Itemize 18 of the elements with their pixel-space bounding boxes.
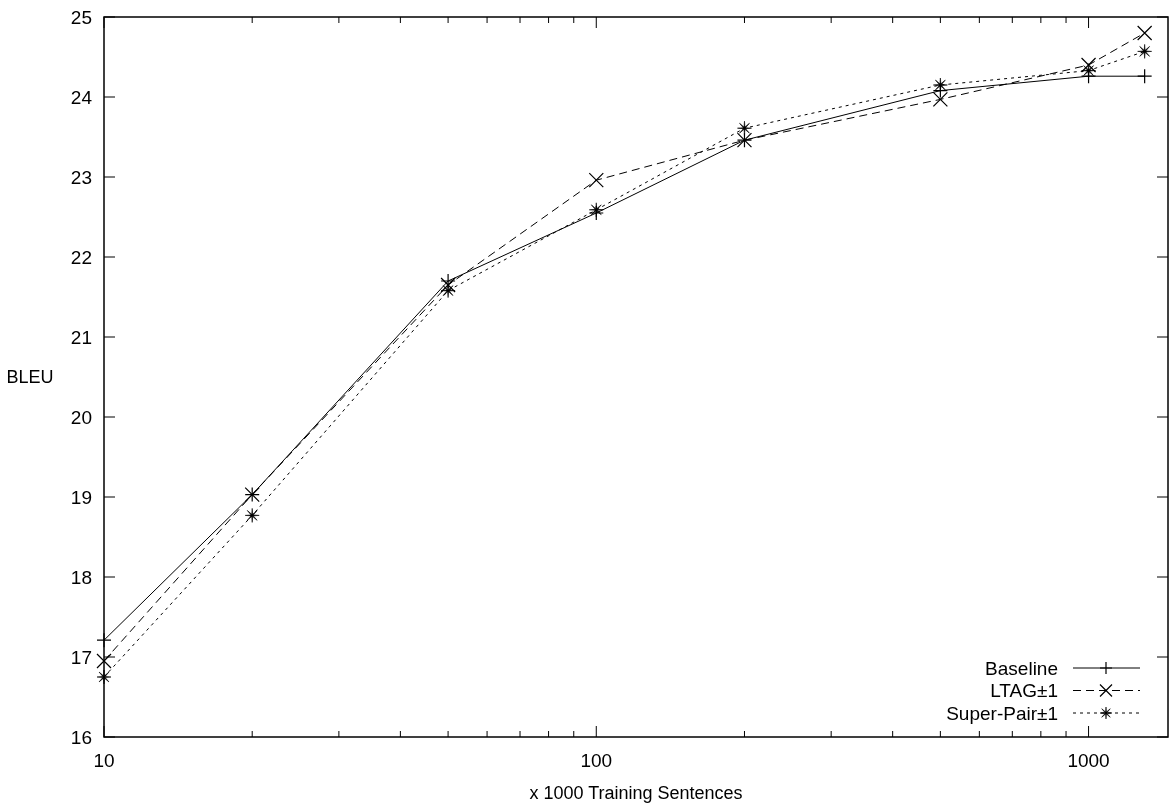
legend-label: Baseline: [985, 657, 1058, 679]
y-axis-title: BLEU: [6, 367, 54, 388]
y-tick-label: 16: [70, 726, 92, 748]
x-tick-label: 10: [93, 750, 115, 771]
x-tick-label: 100: [580, 750, 613, 771]
y-tick-label: 24: [70, 86, 93, 108]
y-tick-label: 18: [70, 566, 92, 588]
y-tick-label: 20: [70, 406, 92, 428]
y-tick-label: 19: [70, 486, 92, 508]
y-tick-label: 23: [70, 166, 92, 188]
y-tick-label: 25: [70, 6, 92, 28]
x-axis-title: x 1000 Training Sentences: [529, 783, 743, 803]
y-tick-label: 22: [70, 246, 92, 268]
legend-label: Super-Pair±1: [946, 702, 1058, 724]
y-tick-label: 17: [70, 646, 92, 668]
legend-label: LTAG±1: [990, 680, 1058, 702]
y-tick-label: 21: [70, 326, 92, 348]
x-tick-label: 1000: [1067, 750, 1110, 771]
